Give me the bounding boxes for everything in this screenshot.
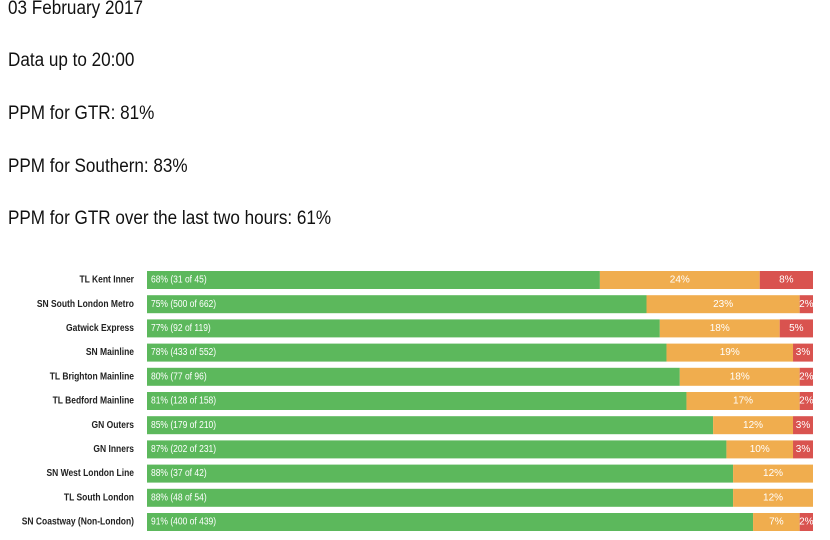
- bar-segment: [147, 513, 754, 531]
- bar-segment: [147, 392, 687, 410]
- value-label: 23%: [713, 299, 733, 310]
- bar-segment: [679, 367, 800, 386]
- value-label: 10%: [750, 444, 770, 455]
- bar-segment: [726, 440, 794, 459]
- category-label: TL Kent Inner: [79, 274, 134, 285]
- value-label: 3%: [796, 420, 811, 431]
- category-label: SN Coastway (Non-London): [22, 516, 134, 527]
- bar-segment: [646, 295, 800, 314]
- category-label: GN Inners: [93, 443, 134, 454]
- category-label: GN Outers: [92, 419, 134, 430]
- value-label: 12%: [763, 468, 783, 479]
- value-label: 3%: [796, 347, 811, 358]
- bar-segment: [147, 464, 734, 483]
- bar-segment: [147, 343, 667, 362]
- bar-segment: [733, 488, 813, 507]
- value-label: 78% (433 of 552): [151, 347, 216, 358]
- bar-segment: [147, 367, 680, 386]
- value-label: 75% (500 of 662): [151, 298, 216, 309]
- bar-segment: [759, 271, 813, 289]
- bar-segment: [147, 295, 647, 314]
- value-label: 68% (31 of 45): [151, 274, 207, 285]
- info-line: PPM for Southern: 83%: [8, 156, 188, 177]
- value-label: 3%: [796, 444, 811, 455]
- value-label: 19%: [720, 347, 740, 358]
- category-label: SN West London Line: [46, 468, 134, 479]
- category-label: TL Bedford Mainline: [53, 395, 134, 406]
- category-label: TL Brighton Mainline: [50, 371, 134, 382]
- bar-segment: [147, 271, 600, 289]
- info-line: PPM for GTR over the last two hours: 61%: [8, 208, 332, 229]
- value-label: 87% (202 of 231): [151, 443, 216, 454]
- category-label: TL South London: [64, 492, 134, 503]
- value-label: 2%: [799, 299, 814, 310]
- value-label: 8%: [779, 275, 794, 286]
- value-label: 18%: [710, 323, 730, 334]
- value-label: 17%: [733, 396, 753, 407]
- value-label: 5%: [789, 323, 804, 334]
- value-label: 85% (179 of 210): [151, 419, 216, 430]
- bar-segment: [147, 440, 727, 459]
- bar-segment: [686, 392, 800, 410]
- bar-segment: [147, 416, 714, 435]
- value-label: 2%: [799, 396, 814, 407]
- value-label: 18%: [730, 371, 750, 382]
- value-label: 91% (400 of 439): [151, 516, 216, 527]
- value-label: 2%: [799, 517, 814, 528]
- value-label: 12%: [743, 420, 763, 431]
- bar-segment: [733, 464, 813, 483]
- bar-segment: [793, 416, 813, 435]
- bar-segment: [793, 343, 813, 362]
- category-label: SN Mainline: [86, 347, 134, 358]
- value-label: 88% (48 of 54): [151, 492, 207, 503]
- value-label: 77% (92 of 119): [151, 322, 211, 333]
- bar-segment: [659, 319, 780, 338]
- value-label: 88% (37 of 42): [151, 468, 207, 479]
- value-label: 2%: [799, 371, 814, 382]
- bar-segment: [799, 392, 813, 410]
- bar-segment: [713, 416, 794, 435]
- value-label: 7%: [769, 517, 784, 528]
- date: 03 February 2017: [8, 0, 143, 19]
- bar-segment: [753, 513, 800, 531]
- info-line: PPM for GTR: 81%: [8, 103, 155, 124]
- bar-segment: [599, 271, 760, 289]
- value-label: 24%: [670, 275, 690, 286]
- category-label: SN South London Metro: [37, 298, 134, 309]
- bar-segment: [799, 513, 813, 531]
- bar-segment: [666, 343, 794, 362]
- bar-segment: [779, 319, 813, 338]
- bar-segment: [147, 488, 734, 507]
- value-label: 81% (128 of 158): [151, 395, 216, 406]
- chart: TL Kent Inner 68% (31 of 45) 24% 8% SN South…: [22, 271, 814, 531]
- value-label: 80% (77 of 96): [151, 371, 207, 382]
- value-label: 12%: [763, 492, 783, 503]
- category-label: Gatwick Express: [66, 322, 134, 333]
- bar-segment: [799, 295, 813, 314]
- info-line: Data up to 20:00: [8, 50, 135, 71]
- bar-segment: [799, 367, 813, 386]
- bar-segment: [793, 440, 813, 459]
- bar-segment: [147, 319, 660, 338]
